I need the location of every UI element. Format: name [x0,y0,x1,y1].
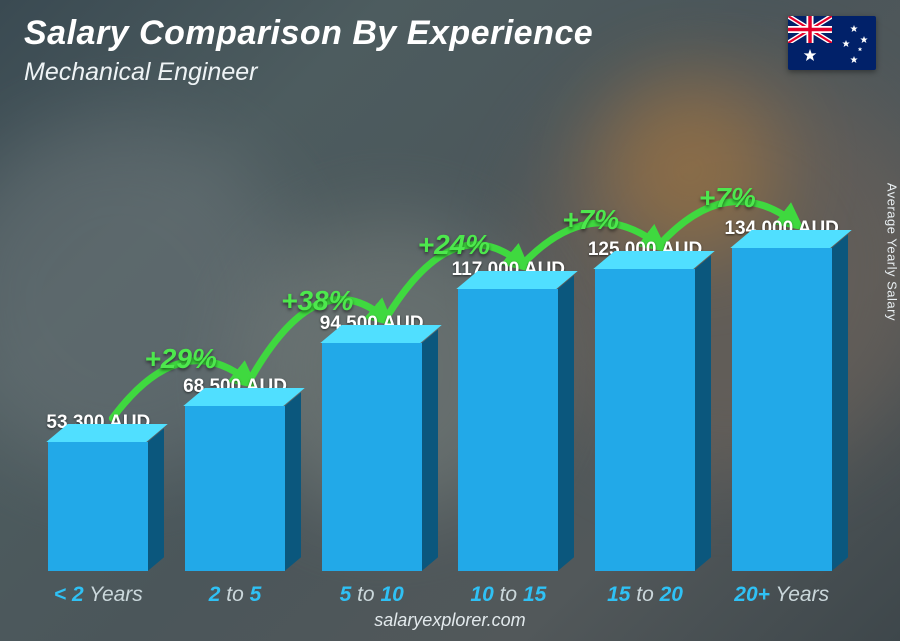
page-subtitle: Mechanical Engineer [24,58,257,87]
page-title: Salary Comparison By Experience [24,14,593,53]
category-label: < 2 Years [30,583,167,607]
category-label: 20+ Years [713,583,850,607]
bar-3d [322,343,422,571]
category-label: 10 to 15 [440,583,577,607]
footer-source: salaryexplorer.com [0,610,900,631]
increase-pct-label: +7% [562,204,619,236]
bar-3d [48,442,148,571]
bar-3d [595,269,695,571]
increase-pct-label: +7% [699,182,756,214]
bar-3d [185,406,285,571]
australia-flag-icon [788,16,876,70]
increase-pct-label: +29% [144,343,216,375]
bars-container: 53,300 AUD68,500 AUD94,500 AUD117,000 AU… [30,101,850,571]
category-labels-row: < 2 Years2 to 55 to 1010 to 1515 to 2020… [30,583,850,607]
bar-3d [732,248,832,571]
bar-2: 94,500 AUD [303,313,440,571]
category-label: 2 to 5 [167,583,304,607]
bar-3: 117,000 AUD [440,259,577,571]
category-label: 15 to 20 [577,583,714,607]
bar-3d [458,289,558,571]
salary-bar-chart: 53,300 AUD68,500 AUD94,500 AUD117,000 AU… [30,101,850,571]
y-axis-label: Average Yearly Salary [885,182,900,320]
bar-4: 125,000 AUD [577,239,714,571]
bar-1: 68,500 AUD [167,376,304,571]
infographic-stage: Salary Comparison By Experience Mechanic… [0,0,900,641]
bar-5: 134,000 AUD [713,218,850,571]
bar-0: 53,300 AUD [30,412,167,571]
increase-pct-label: +24% [418,229,490,261]
increase-pct-label: +38% [281,285,353,317]
category-label: 5 to 10 [303,583,440,607]
